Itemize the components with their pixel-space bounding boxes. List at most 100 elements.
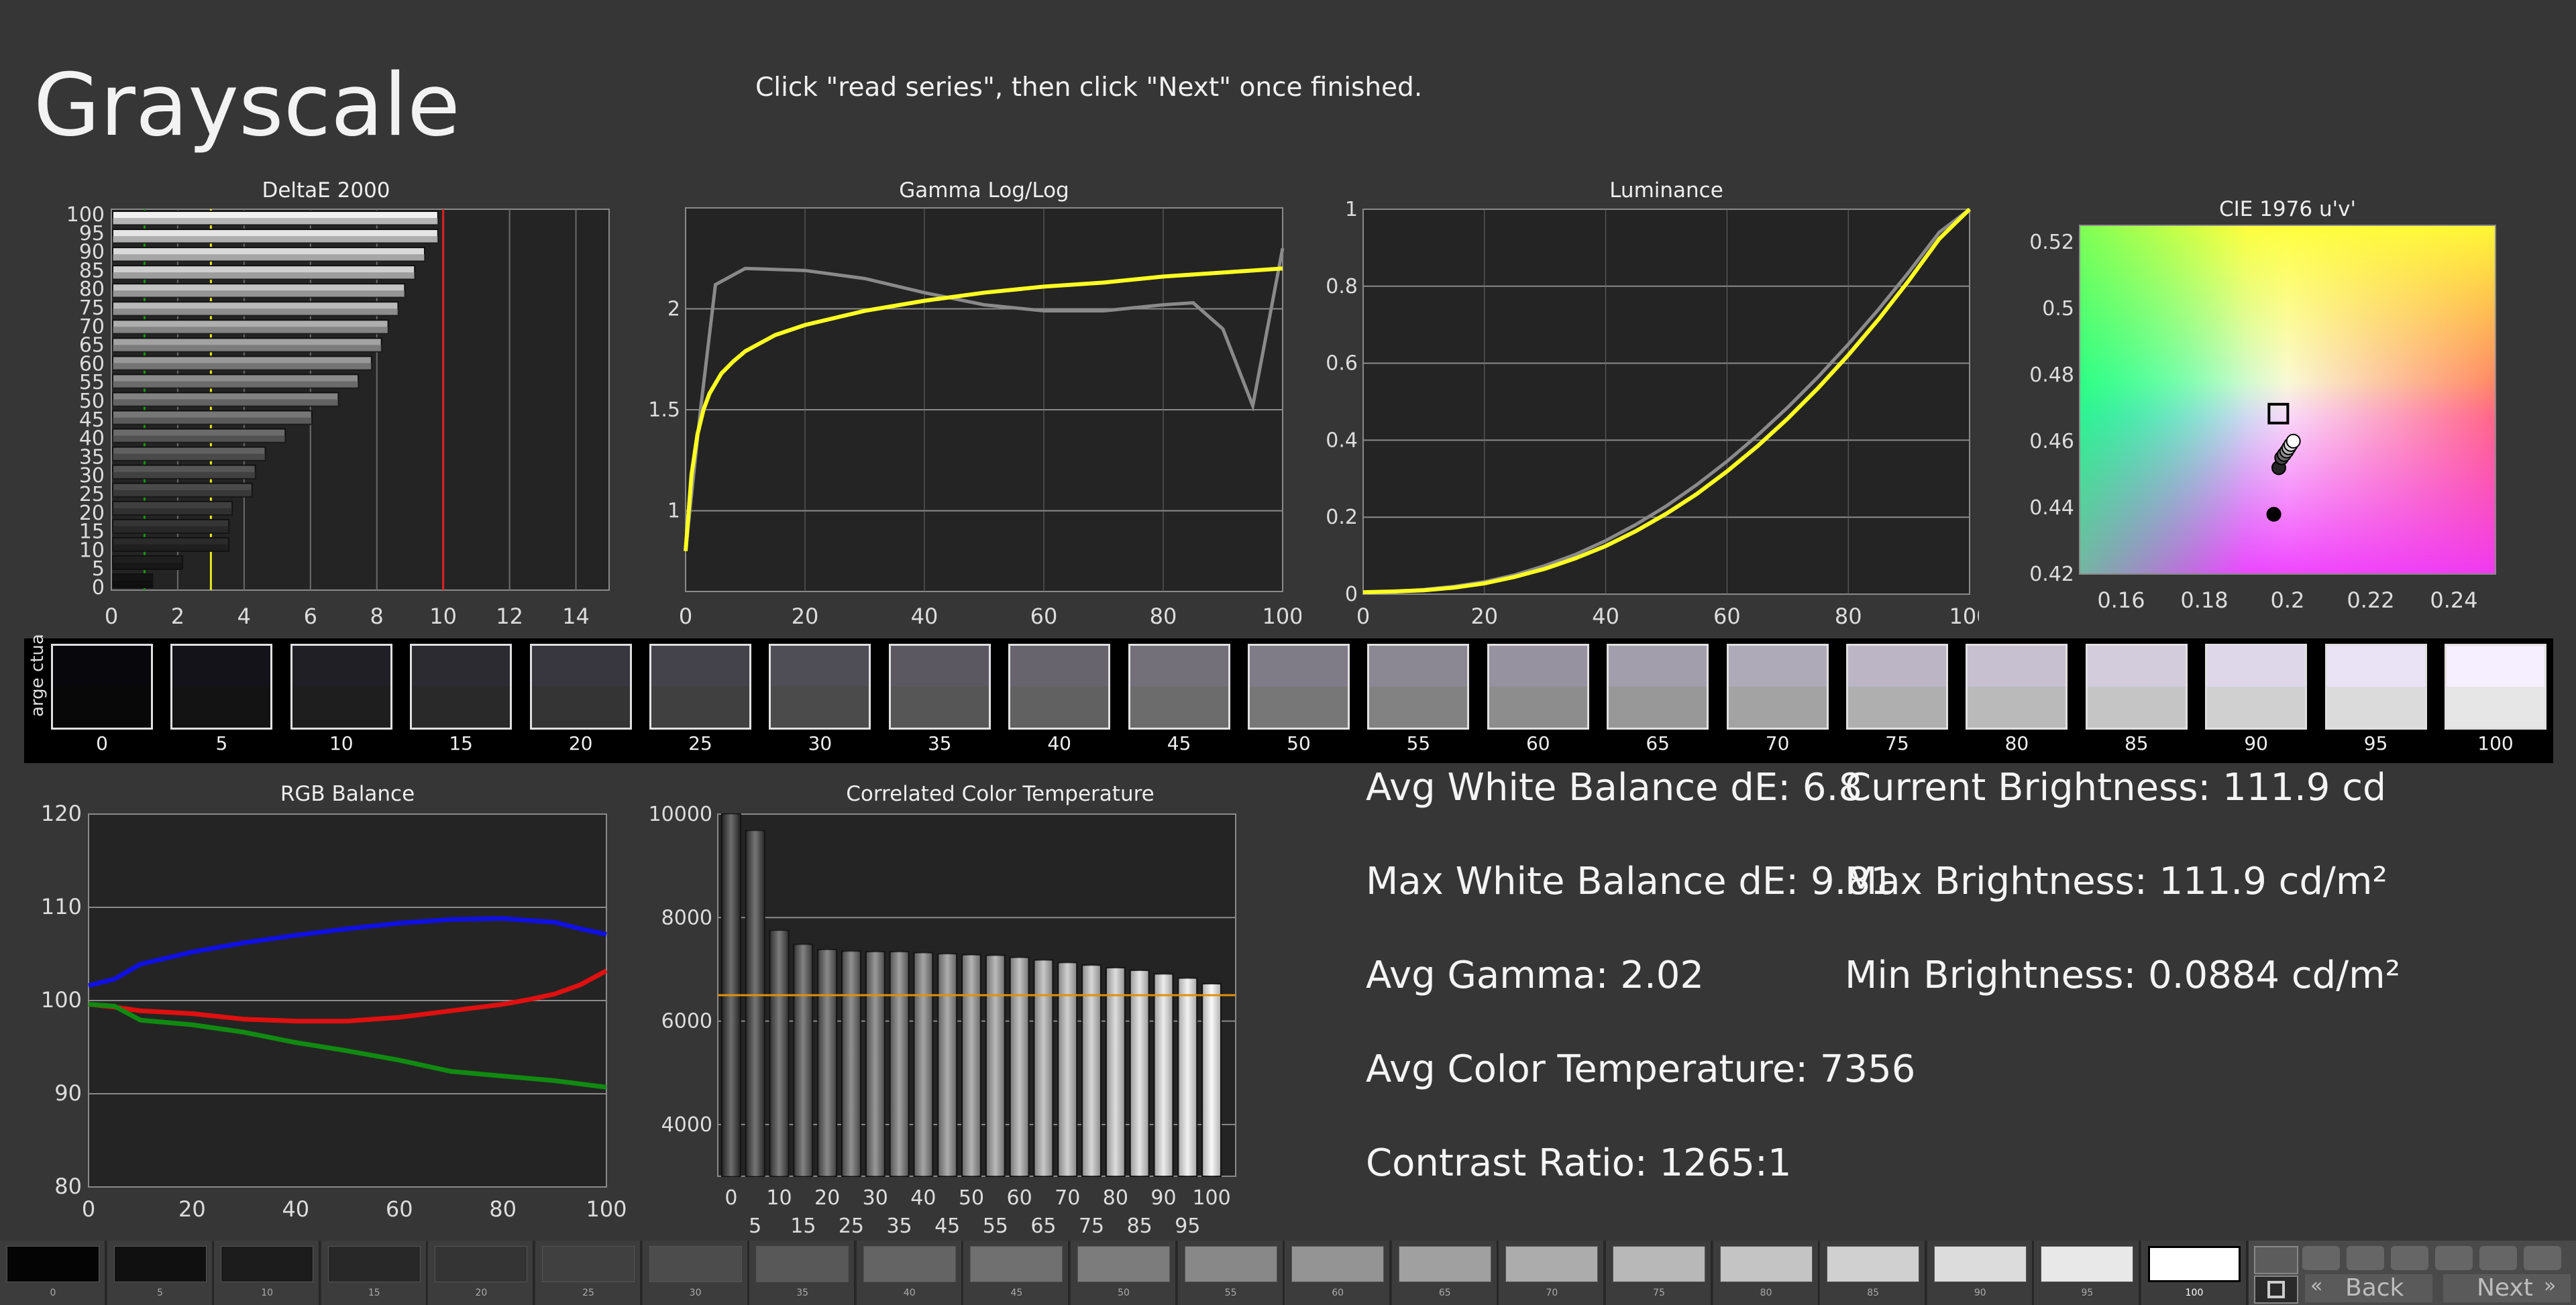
luminance-chart: 0 0.2 0.4 0.6 0.8 1 0 20 40 60 80 100 <box>1326 201 1979 629</box>
cct-y-tick: 6000 <box>661 1010 712 1033</box>
rgb-y-tick: 110 <box>41 894 82 919</box>
camera-icon[interactable] <box>2254 1246 2298 1274</box>
patch-button[interactable]: 35 <box>749 1241 856 1305</box>
patch-button[interactable]: 100 <box>2141 1241 2247 1305</box>
cct-x-tick: 95 <box>1175 1214 1200 1238</box>
deltae-y-label: 65 <box>79 334 105 357</box>
patch-label: 100 <box>2185 1288 2204 1298</box>
rgb-x-tick: 20 <box>178 1196 206 1222</box>
refresh-icon[interactable] <box>2479 1246 2517 1270</box>
cct-bar-shine <box>938 954 957 1176</box>
deltae-bar-shade <box>113 218 438 225</box>
record-icon[interactable] <box>2302 1246 2340 1270</box>
patch-button[interactable]: 10 <box>214 1241 321 1305</box>
patch-label: 35 <box>796 1288 809 1298</box>
rgb-y-tick: 100 <box>41 987 82 1013</box>
rgb-x-tick: 80 <box>489 1196 517 1222</box>
save-icon[interactable] <box>2391 1246 2428 1270</box>
patch-swatch <box>1184 1246 1277 1282</box>
deltae-y-label: 15 <box>79 520 105 544</box>
cct-x-tick: 65 <box>1030 1214 1056 1238</box>
gamma-x-tick: 60 <box>1030 604 1058 629</box>
deltae-y-label: 80 <box>79 278 105 301</box>
patch-button[interactable]: 95 <box>2034 1241 2141 1305</box>
cie-target-square <box>2267 402 2290 424</box>
patch-button[interactable]: 80 <box>1713 1241 1819 1305</box>
patch-swatch <box>221 1246 314 1282</box>
patch-swatch <box>1077 1246 1170 1282</box>
deltae-bar-shade <box>113 272 415 280</box>
swatch-label: 70 <box>1765 732 1790 754</box>
swatch-label: 40 <box>1047 732 1071 754</box>
rgb-x-tick: 100 <box>586 1196 627 1222</box>
deltae-y-label: 95 <box>79 222 105 245</box>
patch-button[interactable]: 60 <box>1285 1241 1391 1305</box>
patch-button[interactable]: 30 <box>642 1241 749 1305</box>
swatch <box>529 644 632 730</box>
play-icon[interactable] <box>2347 1246 2384 1270</box>
cct-y-tick: 4000 <box>661 1113 712 1137</box>
deltae-x-tick: 10 <box>429 604 457 629</box>
cct-bar-shine <box>1202 984 1221 1176</box>
swatch-label: 60 <box>1525 732 1550 754</box>
rgb-blue-line <box>88 916 607 988</box>
cct-bar-shine <box>985 955 1005 1176</box>
luminance-x-tick: 0 <box>1356 604 1370 629</box>
luminance-y-tick: 0.4 <box>1326 429 1358 452</box>
rgb-x-tick: 40 <box>282 1196 309 1222</box>
deltae-y-label: 85 <box>79 259 105 282</box>
patch-label: 55 <box>1224 1288 1237 1298</box>
patch-button[interactable]: 25 <box>535 1241 641 1305</box>
patch-button[interactable]: 15 <box>321 1241 427 1305</box>
cct-x-tick: 75 <box>1079 1214 1104 1238</box>
back-button[interactable]: « Back <box>2305 1274 2432 1302</box>
patch-swatch <box>756 1246 849 1282</box>
patch-swatch <box>327 1246 421 1282</box>
patch-button[interactable]: 45 <box>963 1241 1070 1305</box>
patch-button[interactable]: 55 <box>1177 1241 1284 1305</box>
swatch-label: 20 <box>568 732 593 754</box>
patch-button[interactable]: 65 <box>1391 1241 1498 1305</box>
deltae-bar-shade <box>113 327 388 334</box>
patch-label: 45 <box>1010 1288 1023 1298</box>
deltae-y-label: 100 <box>66 203 105 227</box>
cct-x-tick: 35 <box>886 1214 912 1238</box>
gamma-y-tick: 2 <box>667 298 680 321</box>
swatch <box>769 644 871 730</box>
swatch <box>1248 644 1350 730</box>
deltae-bar-shade <box>113 508 233 515</box>
check-icon[interactable] <box>2524 1246 2561 1270</box>
swatch <box>1966 644 2068 730</box>
deltae-y-label: 60 <box>79 352 105 376</box>
glasses-icon[interactable] <box>2435 1246 2473 1270</box>
luminance-y-tick: 0.8 <box>1326 275 1358 298</box>
next-button[interactable]: Next » <box>2443 1274 2571 1302</box>
patch-button[interactable]: 20 <box>428 1241 535 1305</box>
deltae-x-tick: 14 <box>562 604 590 629</box>
swatch <box>290 644 392 730</box>
cie-chart-title: CIE 1976 u'v' <box>2218 197 2356 221</box>
patch-button[interactable]: 0 <box>0 1241 106 1305</box>
patch-button[interactable]: 85 <box>1820 1241 1927 1305</box>
patch-swatch <box>542 1246 635 1282</box>
patch-button[interactable]: 90 <box>1927 1241 2033 1305</box>
patch-button[interactable]: 50 <box>1071 1241 1177 1305</box>
patch-swatch <box>7 1246 99 1282</box>
swatch <box>2085 644 2188 730</box>
cct-bar-shine <box>1178 978 1197 1176</box>
cct-x-tick: 45 <box>934 1214 960 1238</box>
swatch <box>2445 644 2546 730</box>
patch-button[interactable]: 5 <box>107 1241 213 1305</box>
luminance-y-tick: 1 <box>1345 201 1358 221</box>
gamma-x-tick: 20 <box>792 604 819 629</box>
swatch-label: 25 <box>688 732 712 754</box>
deltae-bar-shade <box>113 490 252 497</box>
patch-button[interactable]: 40 <box>856 1241 963 1305</box>
patch-button[interactable]: 70 <box>1499 1241 1605 1305</box>
patch-button[interactable]: 75 <box>1606 1241 1712 1305</box>
cct-bar-shine <box>842 951 861 1176</box>
cct-x-tick: 20 <box>814 1186 840 1210</box>
cct-bar-shine <box>1082 965 1101 1176</box>
stop-button[interactable] <box>2254 1275 2298 1304</box>
patch-label: 15 <box>368 1288 380 1298</box>
